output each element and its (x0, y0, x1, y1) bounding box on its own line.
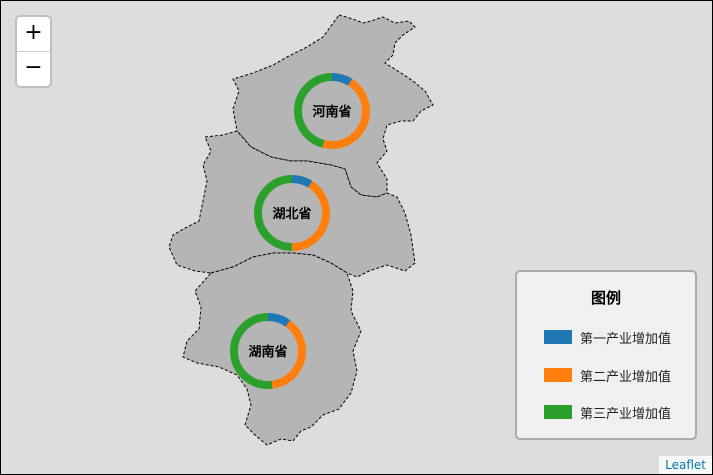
donut-segment[interactable] (230, 313, 306, 389)
donut-segment[interactable] (230, 313, 306, 389)
donut-segment[interactable] (294, 73, 370, 149)
legend-item-tertiary: 第三产业增加值 (544, 402, 671, 422)
legend-label: 第一产业增加值 (580, 331, 672, 347)
legend-item-secondary: 第二产业增加值 (544, 365, 671, 385)
province-henan[interactable] (232, 14, 434, 198)
legend-swatch (544, 368, 572, 382)
zoom-out-button[interactable]: − (24, 55, 43, 80)
province-label: 河南省 (312, 104, 351, 120)
legend-label: 第二产业增加值 (580, 369, 672, 385)
legend-label: 第三产业增加值 (580, 406, 672, 422)
donut-segment[interactable] (294, 73, 370, 149)
donut-segment[interactable] (254, 175, 330, 251)
province-label: 湖南省 (248, 344, 287, 360)
province-label: 湖北省 (272, 206, 311, 222)
province-hubei[interactable] (168, 130, 416, 278)
attribution-link[interactable]: Leaflet (659, 456, 712, 474)
province-hunan[interactable] (182, 252, 362, 446)
legend-swatch (544, 330, 572, 344)
donut-segment[interactable] (254, 175, 330, 251)
legend-swatch (544, 405, 572, 419)
legend-item-primary: 第一产业增加值 (544, 327, 671, 347)
zoom-in-button[interactable]: + (17, 17, 50, 52)
legend-panel: 图例 第一产业增加值 第二产业增加值 第三产业增加值 (515, 270, 697, 440)
zoom-control: + − (15, 15, 52, 88)
legend-title: 图例 (590, 289, 621, 307)
